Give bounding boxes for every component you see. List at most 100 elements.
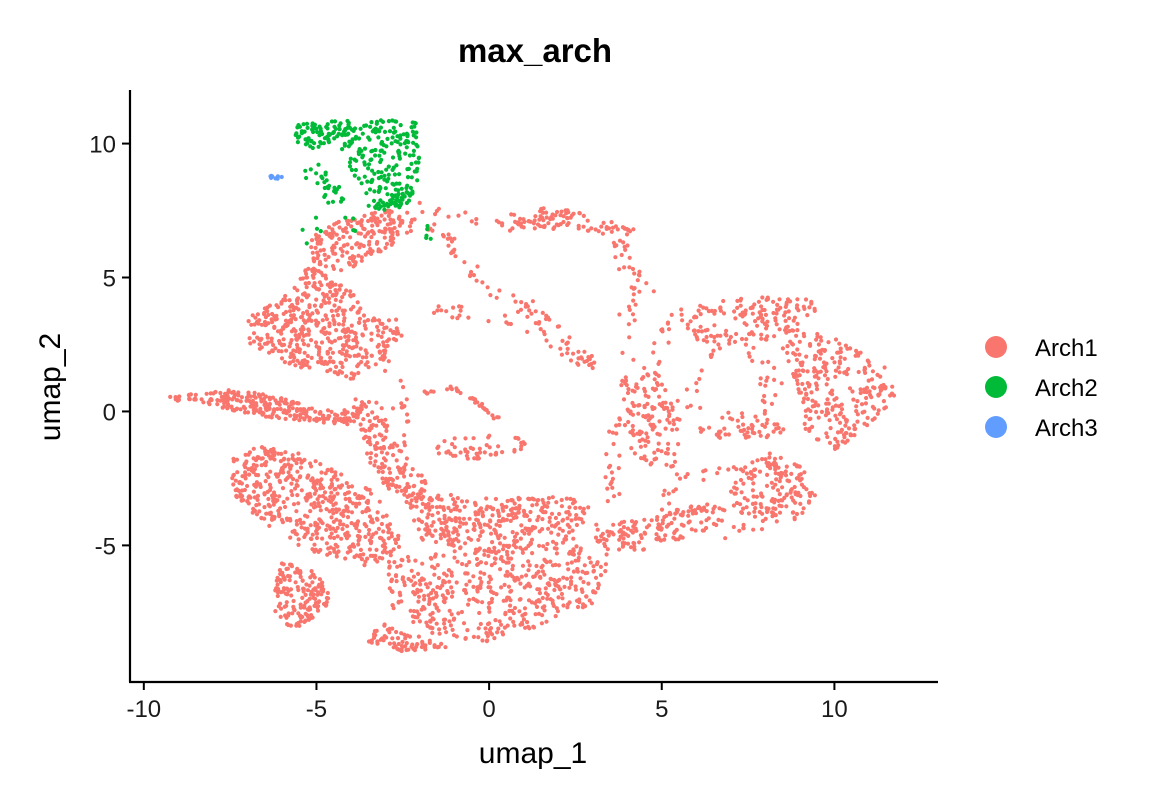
data-point (380, 476, 385, 481)
data-point (753, 467, 758, 472)
data-point (379, 334, 384, 339)
data-point (882, 365, 887, 370)
data-point (609, 229, 614, 234)
data-point (280, 486, 286, 491)
data-point (446, 533, 451, 538)
data-point (355, 221, 360, 226)
data-point (286, 462, 291, 467)
data-point (814, 387, 820, 392)
data-point (749, 476, 754, 481)
data-point (253, 458, 259, 463)
data-point (837, 420, 843, 425)
data-point (366, 531, 371, 537)
data-point (601, 537, 607, 542)
data-point (530, 551, 535, 556)
data-point (756, 299, 762, 304)
data-point (716, 517, 721, 523)
data-point (805, 396, 811, 402)
data-point (423, 503, 428, 508)
data-point (710, 510, 715, 515)
data-point (363, 428, 368, 433)
data-point (308, 494, 313, 499)
data-point (333, 288, 338, 293)
data-point (580, 520, 586, 525)
data-point (772, 422, 777, 427)
data-point (463, 588, 468, 593)
data-point (726, 467, 731, 472)
data-point (854, 404, 859, 409)
data-point (300, 358, 305, 364)
data-point (698, 324, 703, 329)
data-point (373, 205, 378, 210)
data-point (848, 432, 853, 437)
data-point (484, 630, 489, 636)
data-point (645, 372, 650, 377)
data-point (513, 512, 518, 517)
data-point (257, 509, 262, 514)
data-point (805, 313, 810, 318)
data-point (430, 610, 435, 616)
data-point (796, 368, 801, 373)
data-point (326, 296, 332, 301)
data-point (390, 482, 395, 487)
data-point (373, 459, 378, 464)
data-point (626, 304, 632, 309)
data-point (837, 341, 842, 346)
data-point (367, 239, 372, 244)
data-point (321, 247, 326, 252)
data-point (346, 334, 351, 339)
data-point (676, 442, 681, 447)
data-point (618, 528, 623, 533)
data-point (370, 223, 375, 228)
data-point (334, 221, 339, 226)
data-point (428, 625, 433, 630)
data-point (375, 324, 380, 329)
data-point (327, 321, 332, 326)
data-point (338, 360, 343, 365)
data-point (387, 522, 393, 527)
data-point (370, 148, 375, 153)
data-point (382, 217, 387, 222)
data-point (300, 227, 305, 232)
data-point (617, 422, 622, 427)
data-point (339, 472, 344, 477)
y-tick-label: 10 (89, 132, 116, 159)
data-point (611, 532, 616, 537)
data-point (368, 455, 373, 461)
data-point (277, 338, 282, 344)
data-point (258, 483, 263, 488)
data-point (554, 500, 559, 505)
data-point (467, 516, 472, 521)
data-point (316, 549, 321, 555)
data-point (542, 224, 547, 230)
data-point (665, 321, 671, 326)
data-point (262, 306, 267, 311)
data-point (397, 448, 402, 453)
data-point (807, 305, 812, 310)
data-point (360, 355, 365, 360)
data-point (282, 360, 287, 365)
data-point (281, 457, 286, 462)
data-point (385, 524, 390, 530)
data-point (533, 214, 538, 219)
data-point (187, 392, 192, 397)
data-point (338, 335, 343, 341)
data-point (447, 516, 452, 521)
data-point (663, 451, 669, 456)
data-point (633, 526, 638, 531)
data-point (418, 582, 423, 587)
data-point (283, 309, 289, 315)
data-point (749, 471, 754, 476)
data-point (565, 351, 570, 356)
data-point (374, 423, 379, 428)
data-point (302, 526, 308, 531)
data-point (827, 440, 833, 445)
data-point (772, 456, 778, 461)
data-point (832, 446, 838, 451)
data-point (445, 387, 450, 392)
data-point (306, 280, 311, 286)
data-point (291, 607, 296, 612)
data-point (577, 597, 582, 602)
data-point (611, 441, 616, 447)
